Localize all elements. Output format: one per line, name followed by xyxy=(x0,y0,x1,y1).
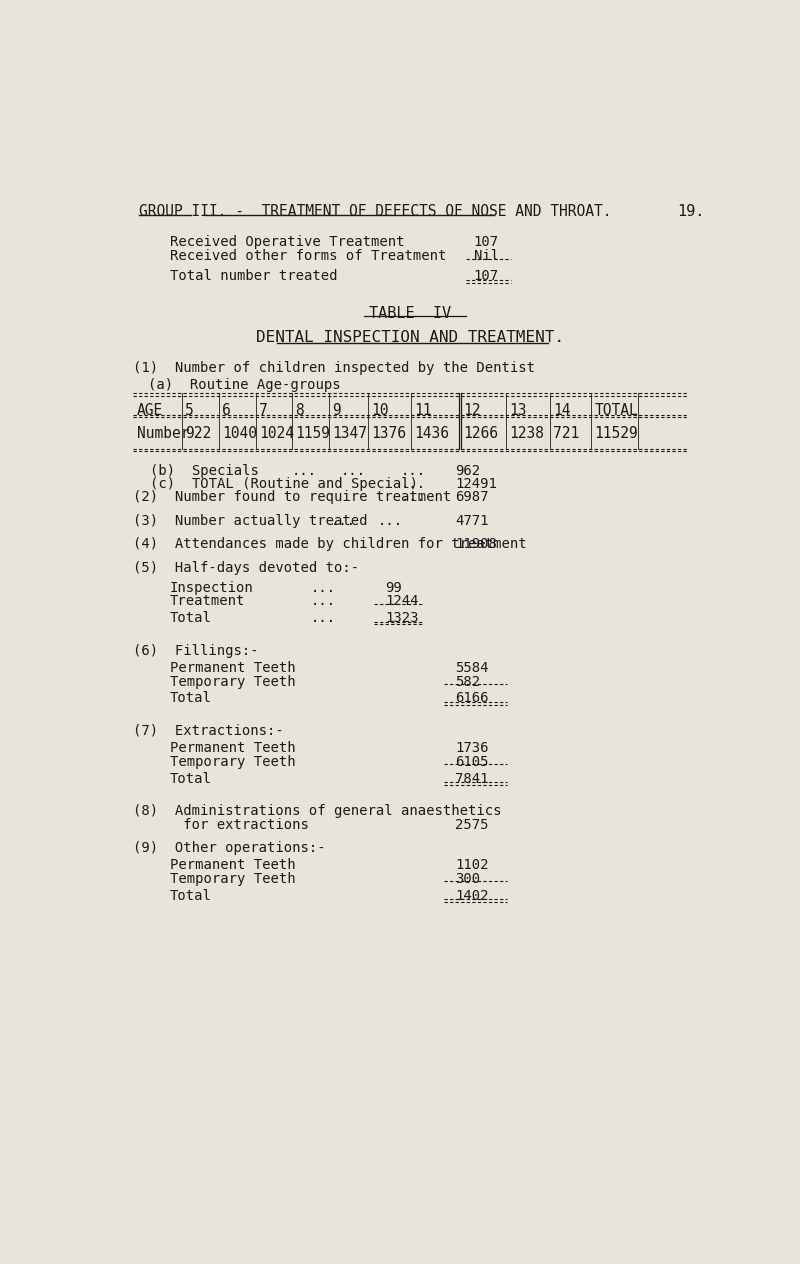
Text: 11: 11 xyxy=(414,403,431,417)
Text: 7841: 7841 xyxy=(455,771,489,785)
Text: ...: ... xyxy=(310,612,336,626)
Text: 19.: 19. xyxy=(678,204,705,219)
Text: 1102: 1102 xyxy=(455,858,489,872)
Text: 1159: 1159 xyxy=(295,426,330,441)
Text: 5: 5 xyxy=(186,403,194,417)
Text: 300: 300 xyxy=(455,872,480,886)
Text: Temporary Teeth: Temporary Teeth xyxy=(170,675,295,689)
Text: 11529: 11529 xyxy=(594,426,638,441)
Text: Permanent Teeth: Permanent Teeth xyxy=(170,661,295,675)
Text: 12: 12 xyxy=(462,403,480,417)
Text: Nil: Nil xyxy=(474,249,498,263)
Text: 1266: 1266 xyxy=(462,426,498,441)
Text: TABLE  IV: TABLE IV xyxy=(369,306,451,321)
Text: Temporary Teeth: Temporary Teeth xyxy=(170,755,295,769)
Text: Treatment: Treatment xyxy=(170,594,245,608)
Text: (a)  Routine Age-groups: (a) Routine Age-groups xyxy=(148,378,341,392)
Text: (6)  Fillings:-: (6) Fillings:- xyxy=(133,643,258,657)
Text: (5)  Half-days devoted to:-: (5) Half-days devoted to:- xyxy=(133,561,358,575)
Text: 4771: 4771 xyxy=(455,513,489,527)
Text: (c)  TOTAL (Routine and Special): (c) TOTAL (Routine and Special) xyxy=(150,478,418,492)
Text: ...: ... xyxy=(310,594,336,608)
Text: 107: 107 xyxy=(474,235,498,249)
Text: 922: 922 xyxy=(186,426,211,441)
Text: (3)  Number actually treated: (3) Number actually treated xyxy=(133,513,367,527)
Text: 1736: 1736 xyxy=(455,741,489,755)
Text: ...: ... xyxy=(331,513,356,527)
Text: 6: 6 xyxy=(222,403,231,417)
Text: ...: ... xyxy=(340,464,366,478)
Text: 1347: 1347 xyxy=(333,426,367,441)
Text: 1402: 1402 xyxy=(455,889,489,902)
Text: (b)  Specials: (b) Specials xyxy=(150,464,259,478)
Text: TOTAL: TOTAL xyxy=(594,403,638,417)
Text: 582: 582 xyxy=(455,675,480,689)
Text: Inspection: Inspection xyxy=(170,580,254,594)
Text: (1)  Number of children inspected by the Dentist: (1) Number of children inspected by the … xyxy=(133,362,534,375)
Text: 9: 9 xyxy=(333,403,342,417)
Text: 1436: 1436 xyxy=(414,426,449,441)
Text: Permanent Teeth: Permanent Teeth xyxy=(170,741,295,755)
Text: 6105: 6105 xyxy=(455,755,489,769)
Text: (7)  Extractions:-: (7) Extractions:- xyxy=(133,724,283,738)
Text: 1376: 1376 xyxy=(371,426,406,441)
Text: 2575: 2575 xyxy=(455,818,489,832)
Text: Total: Total xyxy=(170,771,212,785)
Text: 6987: 6987 xyxy=(455,490,489,504)
Text: 8: 8 xyxy=(295,403,304,417)
Text: Number: Number xyxy=(138,426,190,441)
Text: Temporary Teeth: Temporary Teeth xyxy=(170,872,295,886)
Text: ...: ... xyxy=(310,580,336,594)
Text: ...: ... xyxy=(401,478,426,492)
Text: GROUP III. -  TREATMENT OF DEFECTS OF NOSE AND THROAT.: GROUP III. - TREATMENT OF DEFECTS OF NOS… xyxy=(138,204,611,219)
Text: 6166: 6166 xyxy=(455,691,489,705)
Text: Received other forms of Treatment: Received other forms of Treatment xyxy=(170,249,446,263)
Text: 11908: 11908 xyxy=(455,537,497,551)
Text: 5584: 5584 xyxy=(455,661,489,675)
Text: AGE: AGE xyxy=(138,403,163,417)
Text: ...: ... xyxy=(401,490,426,504)
Text: 721: 721 xyxy=(554,426,580,441)
Text: Total: Total xyxy=(170,691,212,705)
Text: ...: ... xyxy=(292,464,318,478)
Text: (2)  Number found to require treatment: (2) Number found to require treatment xyxy=(133,490,451,504)
Text: Received Operative Treatment: Received Operative Treatment xyxy=(170,235,404,249)
Text: 14: 14 xyxy=(554,403,571,417)
Text: 12491: 12491 xyxy=(455,478,497,492)
Text: Permanent Teeth: Permanent Teeth xyxy=(170,858,295,872)
Text: ...: ... xyxy=(378,513,402,527)
Text: 962: 962 xyxy=(455,464,480,478)
Text: Total: Total xyxy=(170,612,212,626)
Text: 10: 10 xyxy=(371,403,389,417)
Text: DENTAL INSPECTION AND TREATMENT.: DENTAL INSPECTION AND TREATMENT. xyxy=(256,330,564,345)
Text: Total: Total xyxy=(170,889,212,902)
Text: 1024: 1024 xyxy=(259,426,294,441)
Text: 99: 99 xyxy=(386,580,402,594)
Text: (9)  Other operations:-: (9) Other operations:- xyxy=(133,841,325,854)
Text: 1323: 1323 xyxy=(386,612,418,626)
Text: 13: 13 xyxy=(509,403,526,417)
Text: ...: ... xyxy=(401,464,426,478)
Text: 1244: 1244 xyxy=(386,594,418,608)
Text: 107: 107 xyxy=(474,269,498,283)
Text: (8)  Administrations of general anaesthetics: (8) Administrations of general anaesthet… xyxy=(133,804,501,818)
Text: Total number treated: Total number treated xyxy=(170,269,338,283)
Text: 7: 7 xyxy=(259,403,268,417)
Text: (4)  Attendances made by children for treatment: (4) Attendances made by children for tre… xyxy=(133,537,526,551)
Text: 1040: 1040 xyxy=(222,426,258,441)
Text: for extractions: for extractions xyxy=(133,818,309,832)
Text: 1238: 1238 xyxy=(509,426,544,441)
